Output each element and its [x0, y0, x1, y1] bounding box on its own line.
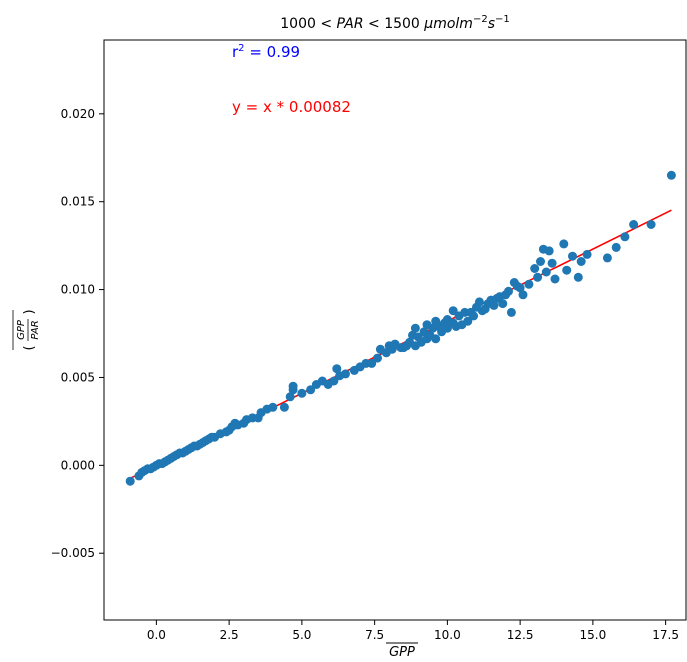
data-point	[498, 299, 508, 309]
data-point	[518, 290, 528, 300]
data-point	[279, 402, 289, 412]
r2-value: = 0.99	[245, 43, 301, 61]
x-tick-label: 15.0	[580, 628, 607, 642]
title-prefix: 1000 <	[280, 16, 336, 32]
y-axis-label: ( GPP PAR )	[12, 309, 41, 351]
y-axis-label-close-paren: )	[22, 309, 37, 314]
data-point	[463, 316, 473, 326]
x-axis-ticks: 0.0 2.5 5.0 7.5 10.0 12.5 15.0 17.5	[147, 620, 679, 642]
x-tick-label: 10.0	[434, 628, 461, 642]
data-point	[297, 388, 307, 398]
data-point	[524, 279, 534, 289]
y-axis-ticks: −0.005 0.000 0.005 0.010 0.015 0.020	[51, 107, 104, 560]
chart-title: 1000 < PAR < 1500 μmolm−2s−1	[280, 14, 509, 32]
data-point	[547, 258, 557, 268]
data-point	[533, 272, 543, 282]
y-tick-label: 0.010	[61, 283, 95, 297]
data-point	[611, 242, 621, 252]
title-exp2: −1	[495, 14, 510, 25]
x-tick-label: 5.0	[292, 628, 311, 642]
data-point	[568, 251, 577, 261]
data-point	[288, 381, 298, 391]
data-point	[285, 392, 295, 402]
y-tick-label: 0.005	[61, 370, 95, 384]
data-point	[544, 246, 554, 256]
data-point	[410, 323, 420, 333]
y-tick-label: −0.005	[51, 546, 95, 560]
data-point	[332, 364, 342, 374]
x-axis-label-text: GPP	[389, 645, 415, 660]
fit-equation-annotation: y = x * 0.00082	[232, 98, 351, 116]
x-tick-label: 12.5	[507, 628, 534, 642]
data-point	[602, 253, 612, 263]
y-axis-label-numerator: GPP	[16, 319, 27, 340]
x-tick-label: 2.5	[220, 628, 239, 642]
data-point	[506, 307, 516, 317]
data-point	[431, 334, 441, 344]
x-axis-label: GPP	[386, 642, 418, 660]
data-point	[504, 286, 513, 296]
title-var-par: PAR	[337, 16, 364, 32]
data-point	[489, 300, 499, 310]
data-point	[582, 249, 592, 259]
y-tick-label: 0.020	[61, 107, 95, 121]
data-point	[562, 265, 572, 275]
data-point	[268, 402, 278, 412]
r2-sup: 2	[238, 43, 244, 54]
y-axis-label-open-paren: (	[22, 345, 37, 350]
data-point	[469, 311, 479, 321]
data-point	[530, 264, 540, 273]
data-point	[306, 385, 316, 395]
data-point	[559, 239, 569, 249]
data-point	[646, 220, 656, 229]
data-point	[329, 376, 339, 386]
title-mid: < 1500	[364, 16, 425, 32]
data-point	[474, 297, 484, 307]
data-point	[536, 257, 545, 266]
data-point	[367, 358, 377, 368]
data-points	[125, 170, 676, 486]
data-point	[620, 232, 630, 242]
data-point	[448, 306, 458, 316]
x-tick-label: 0.0	[147, 628, 166, 642]
y-tick-label: 0.015	[61, 195, 95, 209]
data-point	[125, 476, 135, 486]
data-point	[573, 272, 583, 282]
y-axis-label-denominator: PAR	[30, 320, 41, 339]
r2-annotation: r2 = 0.99	[232, 43, 300, 61]
data-point	[442, 323, 452, 333]
title-s: s	[488, 16, 495, 32]
data-point	[373, 353, 382, 363]
data-point	[541, 267, 551, 277]
data-point	[515, 283, 525, 293]
y-tick-label: 0.000	[61, 458, 95, 472]
title-exp1: −2	[473, 14, 488, 25]
data-point	[341, 369, 350, 379]
data-point	[550, 274, 560, 284]
x-tick-label: 17.5	[652, 628, 679, 642]
data-point	[576, 257, 586, 266]
title-unit: μmolm	[423, 16, 473, 32]
x-tick-label: 7.5	[365, 628, 384, 642]
r2-label: r	[232, 43, 239, 61]
data-point	[666, 170, 676, 180]
plot-area	[103, 39, 687, 621]
data-point	[629, 220, 639, 229]
